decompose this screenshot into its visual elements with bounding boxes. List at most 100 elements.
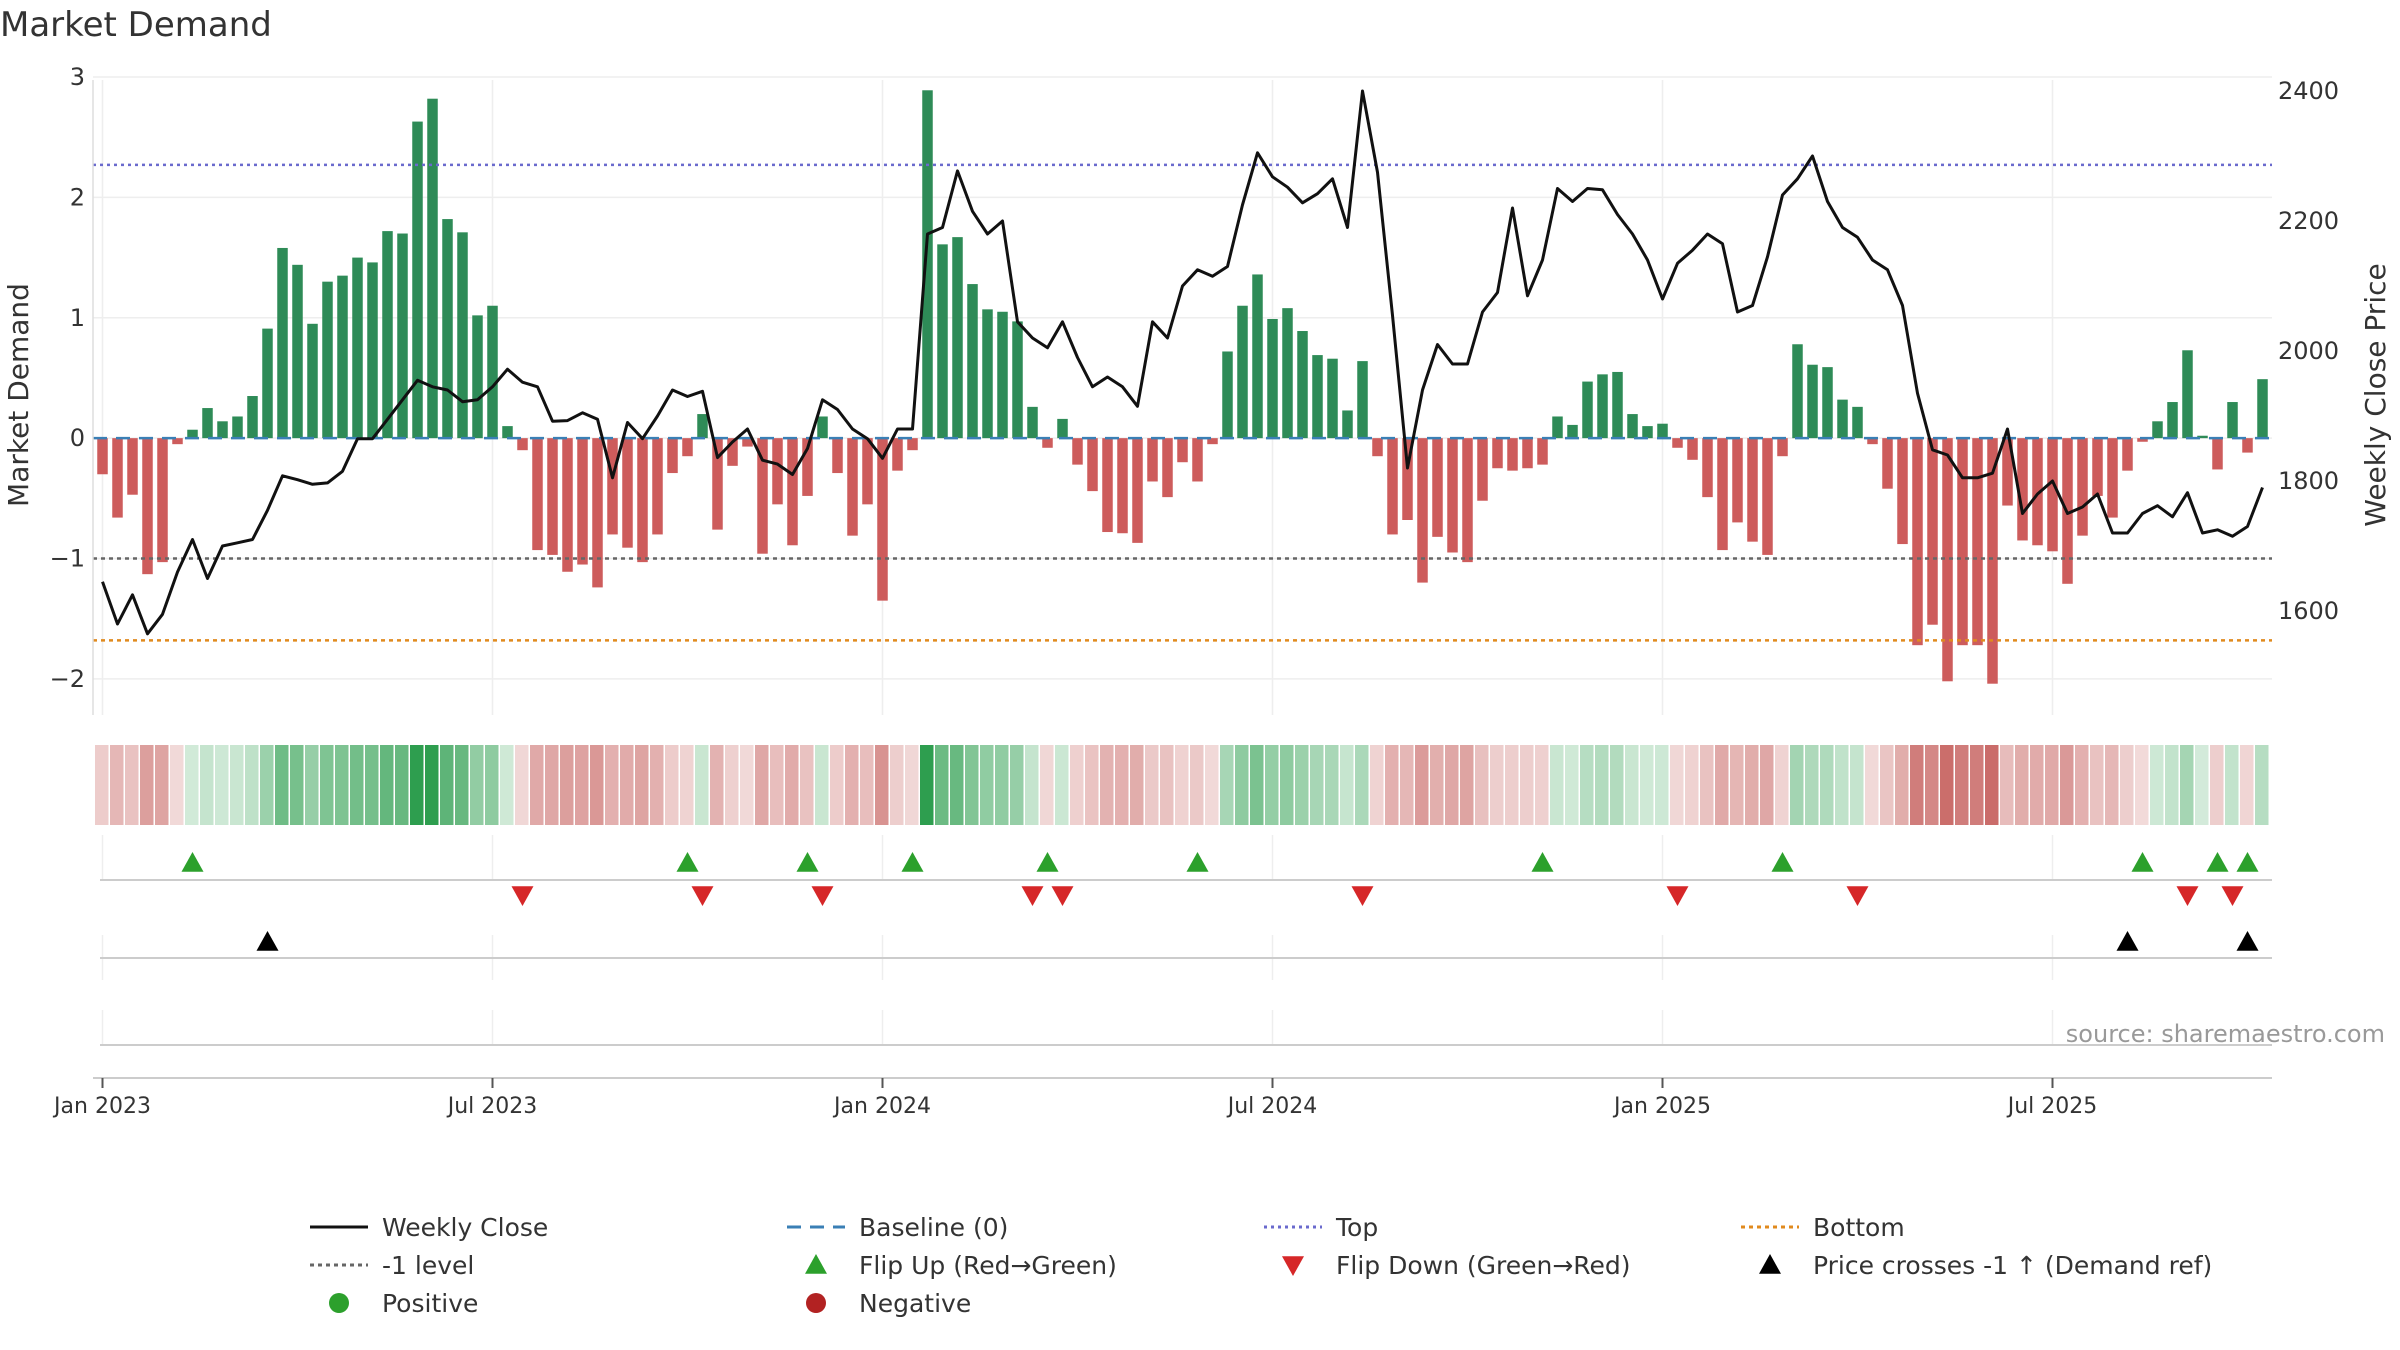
strip-cell <box>1370 745 1384 825</box>
strip-cell <box>185 745 199 825</box>
flip-up-marker <box>1036 852 1059 872</box>
demand-bar <box>562 438 573 572</box>
demand-bar <box>127 438 138 495</box>
demand-bar <box>652 438 663 535</box>
demand-heat-strip <box>95 745 2269 825</box>
strip-cell <box>290 745 304 825</box>
strip-cell <box>1415 745 1429 825</box>
demand-bar <box>697 414 708 439</box>
strip-cell <box>1850 745 1864 825</box>
strip-cell <box>1430 745 1444 825</box>
demand-bar <box>262 328 273 439</box>
strip-cell <box>410 745 424 825</box>
demand-bar <box>1447 438 1458 553</box>
flip-down-marker <box>1666 886 1689 906</box>
x-tick-label: Jul 2023 <box>446 1094 538 1119</box>
demand-bar <box>217 421 228 439</box>
strip-cell <box>1025 745 1039 825</box>
demand-bars <box>97 90 2268 684</box>
demand-bar <box>1777 438 1788 457</box>
flip-up-marker <box>796 852 819 872</box>
demand-bar <box>517 438 528 451</box>
demand-bar <box>1942 438 1953 682</box>
strip-cell <box>2000 745 2014 825</box>
strip-cell <box>1205 745 1219 825</box>
weekly-close-line <box>101 89 2264 636</box>
strip-cell <box>2240 745 2254 825</box>
demand-bar <box>607 438 618 535</box>
strip-cell <box>125 745 139 825</box>
strip-cell <box>1910 745 1924 825</box>
demand-bar <box>502 426 513 439</box>
strip-cell <box>1715 745 1729 825</box>
source-label: source: sharemaestro.com <box>2066 1020 2385 1048</box>
legend-symbol-cross-up <box>1759 1254 1781 1274</box>
demand-bar <box>862 438 873 505</box>
demand-bar <box>1972 438 1983 646</box>
strip-cell <box>920 745 934 825</box>
flip-down-marker <box>811 886 834 906</box>
demand-bar <box>2152 421 2163 439</box>
x-tick-label: Jul 2025 <box>2006 1094 2098 1119</box>
demand-bar <box>712 438 723 530</box>
y2-tick-label: 1800 <box>2278 467 2339 495</box>
legend-label: -1 level <box>382 1251 474 1280</box>
strip-cell <box>1775 745 1789 825</box>
reference-lines <box>93 163 2272 642</box>
strip-cell <box>815 745 829 825</box>
strip-cell <box>2060 745 2074 825</box>
demand-bar <box>1837 399 1848 439</box>
strip-cell <box>2255 745 2269 825</box>
legend-symbol-flip-up <box>805 1254 827 1274</box>
demand-bar <box>1477 438 1488 501</box>
demand-bar <box>1657 423 1668 439</box>
demand-bar <box>742 438 753 447</box>
strip-cell <box>1325 745 1339 825</box>
y2-tick-label: 2000 <box>2278 337 2339 365</box>
cross-markers-row <box>100 931 2272 959</box>
demand-bar <box>1597 374 1608 439</box>
demand-bar <box>832 438 843 474</box>
strip-cell <box>2045 745 2059 825</box>
demand-bar <box>592 438 603 588</box>
strip-cell <box>1820 745 1834 825</box>
legend-label: Weekly Close <box>382 1213 548 1242</box>
demand-bar <box>1897 438 1908 545</box>
strip-cell <box>695 745 709 825</box>
demand-bar <box>1822 367 1833 439</box>
legend-label: Bottom <box>1813 1213 1905 1242</box>
demand-bar <box>1102 438 1113 533</box>
demand-bar <box>382 231 393 439</box>
strip-cell <box>680 745 694 825</box>
strip-cell <box>215 745 229 825</box>
legend-symbol-positive <box>329 1293 349 1313</box>
strip-cell <box>1955 745 1969 825</box>
strip-cell <box>635 745 649 825</box>
demand-bar <box>1177 438 1188 463</box>
strip-cell <box>1445 745 1459 825</box>
demand-bar <box>1567 424 1578 439</box>
strip-cell <box>650 745 664 825</box>
cross-up-marker <box>2236 931 2259 951</box>
strip-cell <box>890 745 904 825</box>
strip-cell <box>110 745 124 825</box>
demand-bar <box>202 408 213 439</box>
demand-bar <box>1072 438 1083 465</box>
strip-cell <box>2180 745 2194 825</box>
legend-label: Top <box>1335 1213 1378 1242</box>
demand-bar <box>1027 406 1038 439</box>
demand-bar <box>2092 438 2103 496</box>
demand-bar <box>1507 438 1518 471</box>
flip-markers-row <box>100 852 2272 906</box>
demand-bar <box>1552 416 1563 439</box>
demand-bar <box>1522 438 1533 469</box>
demand-bar <box>247 396 258 439</box>
demand-bar <box>2047 438 2058 552</box>
demand-bar <box>1207 438 1218 445</box>
strip-cell <box>1130 745 1144 825</box>
strip-cell <box>1595 745 1609 825</box>
chart-title: Market Demand <box>0 5 272 45</box>
demand-bar <box>817 416 828 439</box>
demand-bar <box>322 281 333 439</box>
flip-down-marker <box>1021 886 1044 906</box>
